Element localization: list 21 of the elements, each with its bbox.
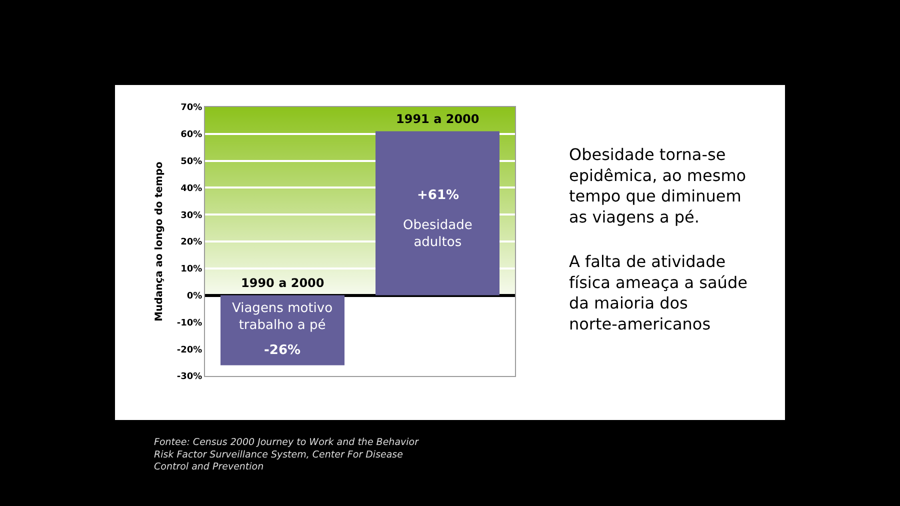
y-tick-label: 0%	[186, 291, 202, 302]
data-label: +61%	[417, 188, 460, 203]
text: Obesidade torna-se epidêmica, ao mesmo tempo que diminuem as viagens a pé.	[569, 145, 746, 226]
x-tick-label: 1991 a 2000	[396, 112, 480, 126]
y-tick-label: 30%	[180, 210, 202, 221]
y-tick-label: 60%	[180, 130, 202, 140]
x-tick-label: 1990 a 2000	[241, 276, 324, 290]
y-tick-label: 50%	[180, 156, 202, 167]
data-label: -26%	[264, 343, 301, 358]
annotation: Obesidade adultos	[403, 218, 472, 250]
y-axis-title: Mudança ao longo do tempo	[154, 161, 165, 322]
text: A falta de atividade física ameaça a saúde da maioria dos norte-americanos	[569, 252, 748, 334]
y-tick-label: -10%	[176, 318, 202, 328]
text: Fontee: Census 2000 Journey to Work and the Behavior Risk Factor Surveillance System, Center For Disease Control and Prevention	[154, 437, 420, 473]
y-tick-label: 10%	[180, 264, 202, 275]
y-tick-label: 70%	[180, 103, 202, 114]
y-tick-label: -30%	[176, 372, 202, 382]
y-tick-label: 40%	[180, 184, 202, 194]
y-tick-label: -20%	[176, 345, 202, 356]
y-tick-label: 20%	[180, 238, 202, 248]
annotation: Viagens motivo trabalho a pé	[232, 301, 333, 333]
